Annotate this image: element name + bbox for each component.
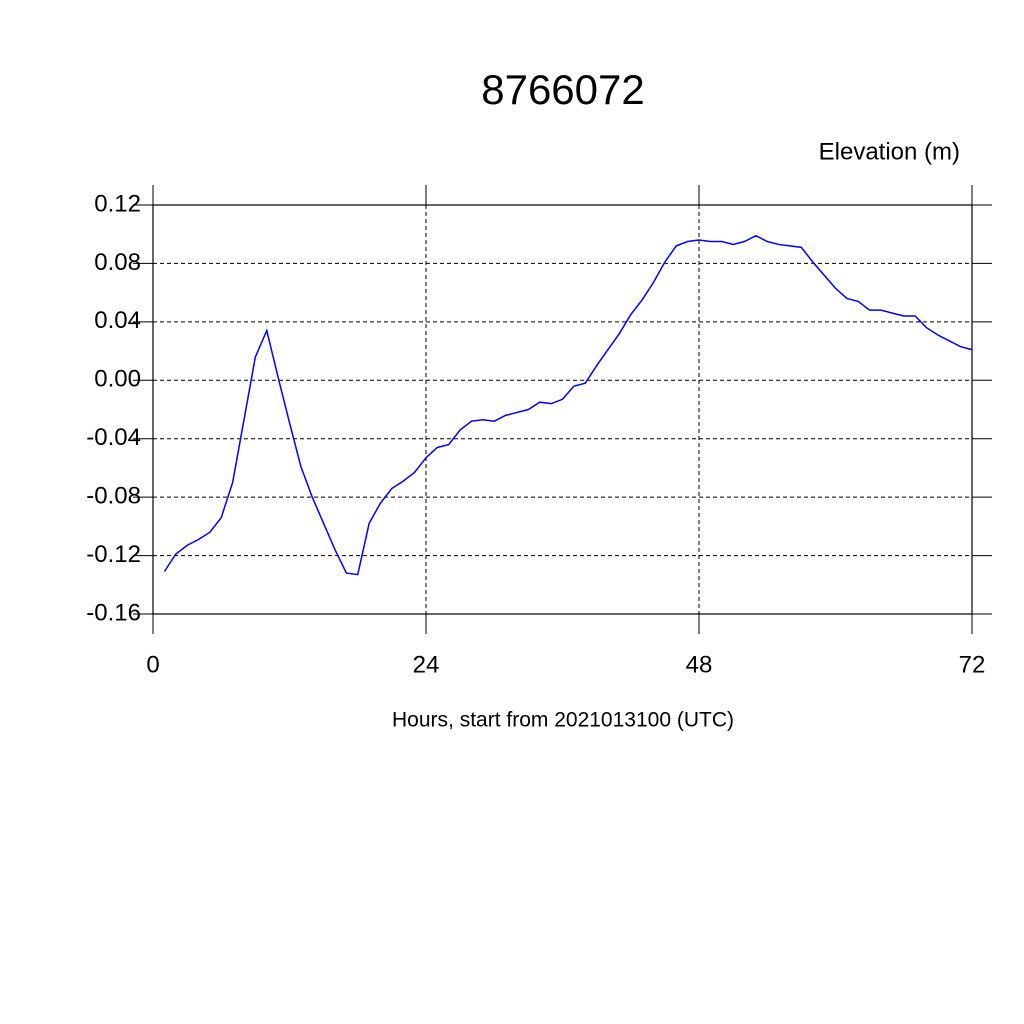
y-tick-label: 0.00 [94,366,141,393]
chart-title: 8766072 [481,66,645,113]
y-tick-label: 0.08 [94,249,141,276]
y-tick-label: -0.16 [86,599,141,626]
x-tick-label: 24 [413,651,440,678]
y-tick-label: 0.04 [94,307,141,334]
y-tick-label: -0.08 [86,482,141,509]
y-axis-label: Elevation (m) [819,138,960,165]
x-tick-label: 0 [146,651,159,678]
y-tick-label: 0.12 [94,190,141,217]
x-tick-label: 48 [686,651,713,678]
y-tick-label: -0.04 [86,424,141,451]
x-tick-label: 72 [959,651,986,678]
y-tick-label: -0.12 [86,541,141,568]
plot-frame [152,204,973,615]
data-line [163,234,973,576]
x-axis-label: Hours, start from 2021013100 (UTC) [392,709,734,732]
